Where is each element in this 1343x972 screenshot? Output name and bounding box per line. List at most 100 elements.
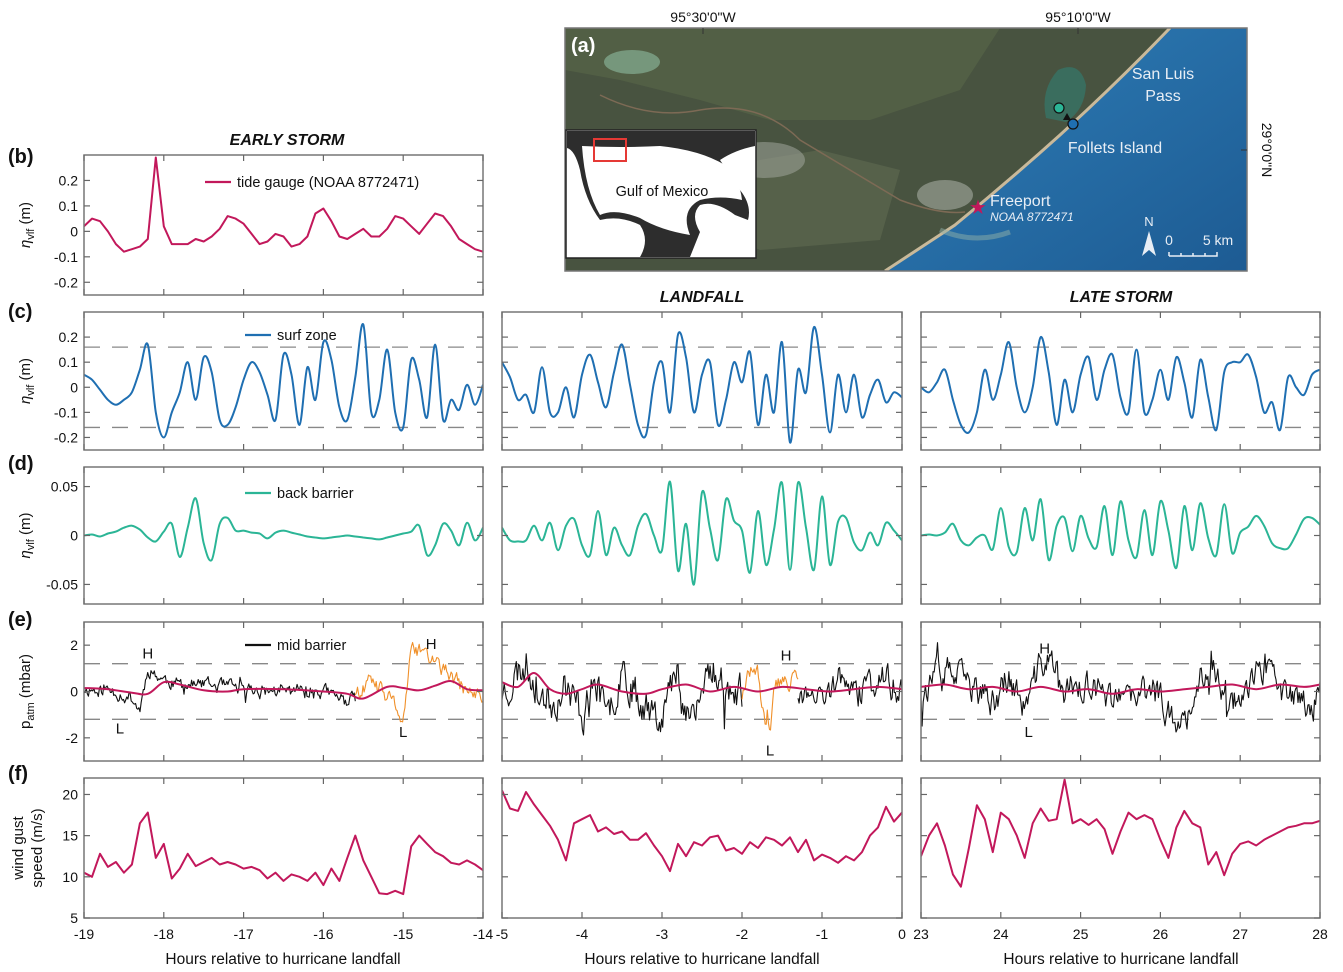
inset-location-box (593, 138, 627, 162)
y-axis-label: ηvlf (m) (17, 202, 37, 248)
y-tick-label: 0.2 (59, 172, 79, 188)
inset-label: Gulf of Mexico (616, 184, 709, 200)
y-tick-label: -0.2 (54, 429, 78, 445)
map-lon-label-1: 95°30'0"W (670, 9, 736, 25)
chart-f3: 23 24 25 26 27 28 (913, 777, 1328, 942)
north-label: N (1144, 214, 1153, 229)
title-late-storm: LATE STORM (1070, 289, 1173, 306)
north-arrow-icon (1142, 231, 1156, 256)
series-line-back (502, 480, 902, 586)
series-line-tide (502, 789, 902, 873)
map-lake (604, 50, 660, 74)
axes-frame (83, 777, 484, 919)
series-group (84, 497, 483, 562)
x-tick-label: -1 (816, 926, 829, 942)
x-tick-label: 28 (1312, 926, 1328, 942)
y-tick-label: 10 (62, 869, 78, 885)
pressure-annotation: L (116, 721, 124, 738)
map-river (599, 94, 966, 214)
y-tick-label: 0.2 (59, 329, 79, 345)
y-tick-label: 0 (70, 684, 78, 700)
panel-label-e: (e) (8, 609, 32, 631)
y-tick-label: 0.1 (59, 354, 79, 370)
map-lat-label: 29°0'0"N (1259, 123, 1275, 178)
y-tick-label: -0.05 (46, 576, 78, 592)
series-line-surf (502, 326, 902, 444)
axes-frame (920, 777, 1321, 919)
chart-e1: -2 0 2 patm (mbar) mid barrier H L H L (17, 621, 484, 762)
panel-label-c: (c) (8, 301, 32, 323)
series-line-back (84, 497, 483, 562)
series-group (84, 641, 483, 723)
axes-frame (501, 466, 903, 605)
series-line-surf (921, 336, 1320, 434)
y-axis-label: ηvlf (m) (17, 513, 37, 559)
y-axis-label: ηvlf (m) (17, 358, 37, 404)
map-river-plume (939, 227, 1011, 241)
x-tick-label: 27 (1232, 926, 1248, 942)
y-tick-label: 0 (70, 223, 78, 239)
x-tick-label: -2 (736, 926, 749, 942)
x-axis-label-early: Hours relative to hurricane landfall (165, 951, 400, 968)
y-tick-label: 0 (70, 379, 78, 395)
pressure-annotation: H (142, 645, 153, 662)
x-tick-label: 24 (993, 926, 1009, 942)
series-group (84, 811, 483, 896)
title-landfall: LANDFALL (660, 289, 744, 306)
place-san-luis: San Luis (1132, 66, 1194, 83)
series-group (502, 326, 902, 444)
series-line-surf (84, 323, 483, 439)
place-noaa-gauge: NOAA 8772471 (990, 210, 1074, 224)
series-line-tide (502, 672, 902, 695)
y-axis-label: patm (mbar) (17, 654, 37, 729)
x-tick-label: 25 (1073, 926, 1089, 942)
x-tick-label: -3 (656, 926, 669, 942)
series-line-highlight (741, 664, 799, 731)
series-line-tide (84, 811, 483, 896)
chart-d1: -0.05 0 0.05 ηvlf (m) back barrier (17, 466, 484, 605)
map-shoreline (884, 28, 1172, 271)
y-tick-label: 0 (70, 528, 78, 544)
chart-e2: HL (501, 621, 903, 762)
freeport-star-icon: ★ (969, 195, 987, 219)
x-tick-label: 23 (913, 926, 929, 942)
series-line-mid (502, 653, 743, 736)
chart-f1: 5 10 15 20 -19 -18 -17 -16 -15 -14 wind gust speed … (10, 777, 493, 942)
series-line-tide (921, 683, 1320, 695)
series-group (502, 480, 902, 586)
y-tick-label: -0.2 (54, 274, 78, 290)
y-axis-label: speed (m/s) (29, 808, 46, 887)
scale-bar (1168, 252, 1218, 257)
x-axis-label-landfall: Hours relative to hurricane landfall (584, 951, 819, 968)
x-axis-label-late: Hours relative to hurricane landfall (1003, 951, 1238, 968)
chart-e3: HL (920, 621, 1321, 762)
x-tick-label: -16 (313, 926, 333, 942)
x-tick-label: -19 (74, 926, 94, 942)
title-early-storm: EARLY STORM (230, 132, 345, 149)
place-pass: Pass (1145, 88, 1181, 105)
legend-label: surf zone (277, 328, 337, 344)
map-land-texture (565, 28, 1000, 120)
legend-label: tide gauge (NOAA 8772471) (237, 175, 419, 191)
pressure-annotation: H (1039, 641, 1050, 658)
y-tick-label: -2 (66, 730, 79, 746)
y-tick-label: 0.05 (51, 479, 78, 495)
chart-c2 (501, 311, 903, 451)
series-group (921, 498, 1320, 569)
series-line-tide (84, 680, 483, 700)
place-follets-island: Follets Island (1068, 140, 1162, 157)
series-line-mid (797, 662, 902, 707)
chart-d2 (501, 466, 903, 605)
y-tick-label: -0.1 (54, 249, 78, 265)
back-barrier-marker (1053, 102, 1065, 114)
x-tick-label: -17 (233, 926, 253, 942)
pressure-annotation: H (426, 636, 437, 653)
x-tick-label: 26 (1153, 926, 1169, 942)
panel-label-b: (b) (8, 146, 34, 168)
chart-c3 (920, 311, 1321, 451)
axes-frame (501, 777, 903, 919)
x-tick-label: -15 (393, 926, 413, 942)
chart-f2: -5 -4 -3 -2 -1 0 (496, 777, 906, 942)
map-sea (885, 28, 1247, 271)
series-group (921, 336, 1320, 434)
